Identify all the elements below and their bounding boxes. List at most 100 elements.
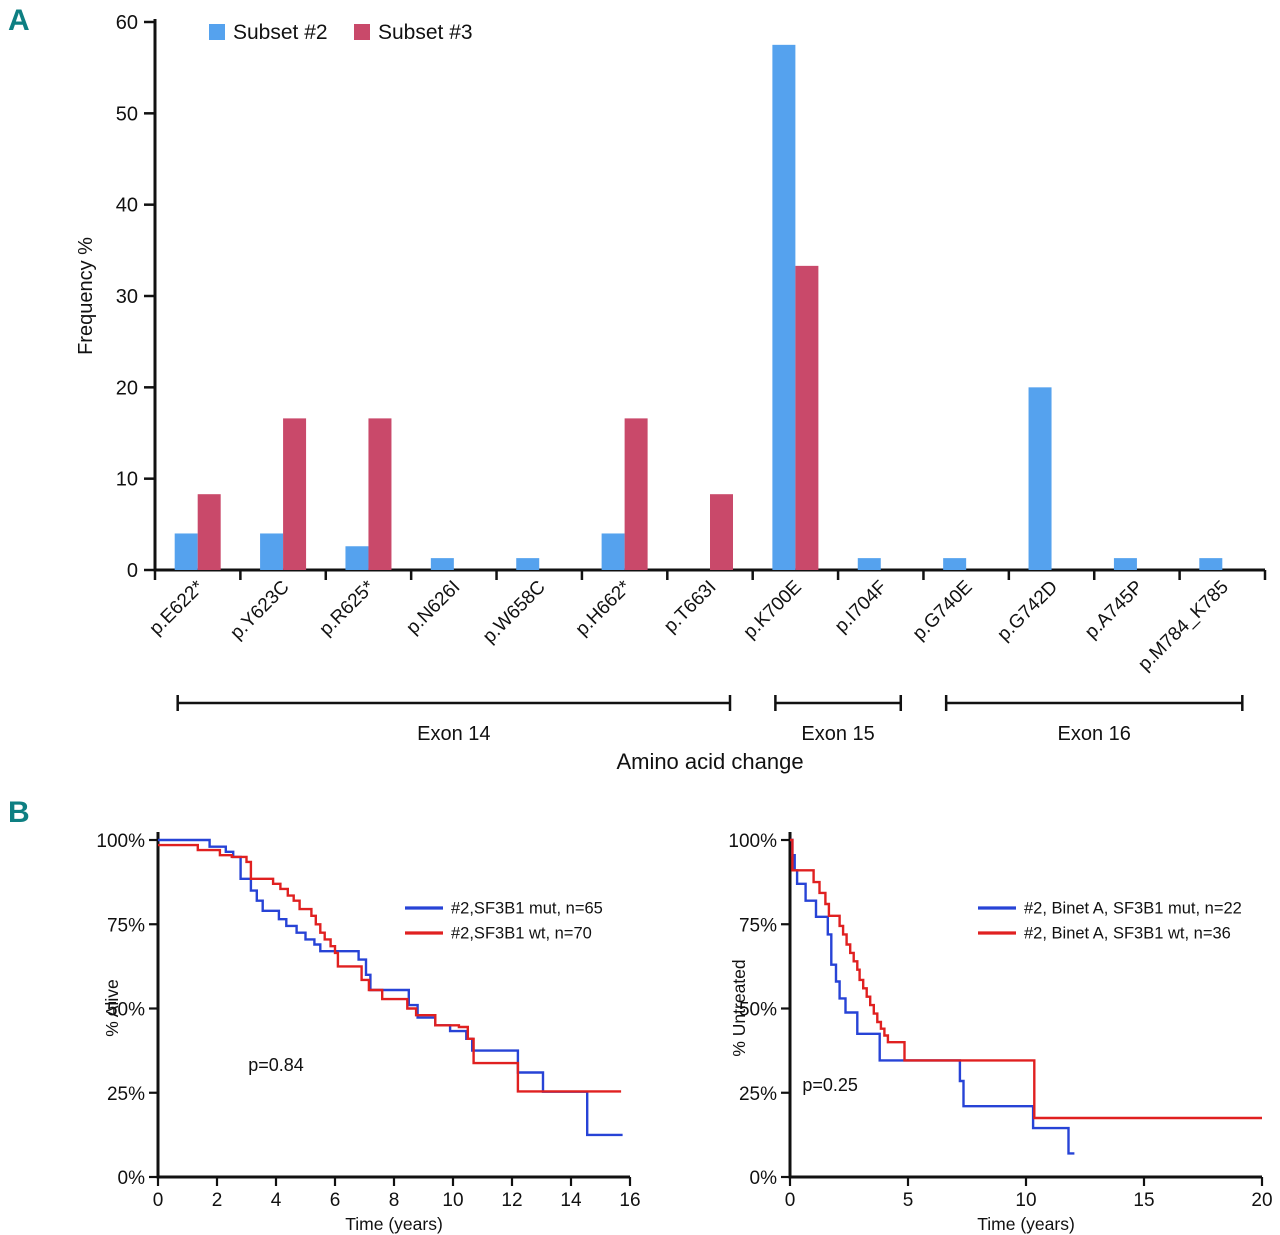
bar-subset2-p.W658C: [516, 558, 540, 570]
y-axis-title: % Alive: [102, 979, 122, 1036]
x-tick-label: 8: [389, 1190, 400, 1211]
bar-subset2-p.M784_K785: [1199, 558, 1223, 570]
panel-b-label: B: [8, 796, 30, 829]
y-tick-label: 25%: [739, 1084, 777, 1105]
x-tick-label: 12: [501, 1190, 522, 1211]
x-category-label: p.H662*: [572, 576, 636, 640]
bar-subset2-p.K700E: [772, 44, 796, 571]
time-to-treatment-km-plot: 0% 25% 50% 75% 100% 0 5 10 15 20 #2, Binet A, SF3B…: [728, 831, 1272, 1234]
exon-bracket: Exon 14: [176, 695, 732, 745]
legend-label: #2,SF3B1 wt, n=70: [451, 925, 592, 943]
legend-item: #2,SF3B1 wt, n=70: [405, 925, 592, 943]
legend-swatch: [209, 24, 225, 40]
bar-subset3-p.K700E: [795, 265, 819, 570]
legend-label: #2, Binet A, SF3B1 wt, n=36: [1024, 925, 1231, 943]
x-tick-label: 10: [1015, 1190, 1036, 1211]
legend-label: Subset #2: [233, 21, 328, 44]
y-tick-label: 50%: [107, 1000, 145, 1021]
legend-item: #2, Binet A, SF3B1 wt, n=36: [978, 925, 1231, 943]
exon-label: Exon 15: [801, 723, 874, 745]
y-tick-label: 25%: [107, 1084, 145, 1105]
x-tick-label: 4: [271, 1190, 282, 1211]
x-category-label: p.N626I: [402, 577, 464, 639]
y-tick-label: 40: [116, 195, 138, 217]
y-tick-label: 100%: [96, 831, 145, 852]
overall-survival-km-plot: 0% 25% 50% 75% 100% 0 2 4 6 8 10 12 14 16 #2,SF3B1 mut…: [96, 831, 640, 1234]
exon-bracket: Exon 15: [774, 695, 903, 745]
x-category-label: p.W658C: [479, 577, 550, 648]
x-tick-label: 14: [560, 1190, 582, 1211]
legend-label: #2,SF3B1 mut, n=65: [451, 900, 603, 918]
x-category-label: p.K700E: [740, 577, 806, 643]
p-value-annotation: p=0.84: [248, 1055, 304, 1075]
bar-subset3-p.R625*: [368, 418, 392, 570]
y-tick-label: 0: [127, 560, 138, 582]
legend-label: #2, Binet A, SF3B1 mut, n=22: [1024, 900, 1242, 918]
bar-subset2-p.G742D: [1028, 387, 1052, 570]
x-tick-label: 6: [330, 1190, 341, 1211]
p-value-annotation: p=0.25: [802, 1075, 858, 1095]
km-curve-wt: [158, 843, 622, 1093]
x-category-label: p.I704F: [831, 577, 891, 637]
bar-subset2-p.R625*: [345, 546, 369, 570]
y-tick-label: 100%: [728, 831, 777, 852]
x-axis-title: Amino acid change: [616, 749, 803, 774]
x-tick-label: 15: [1133, 1190, 1154, 1211]
survival-curves-panel: 0%25%50%75%100%0 2 4 6 8 10 12 14 16#2,SF3B1 mut…: [96, 831, 1272, 1234]
bar-subset3-p.E622*: [197, 494, 221, 570]
x-axis-title: Time (years): [977, 1214, 1075, 1234]
legend-item: Subset #2: [209, 21, 328, 44]
y-tick-label: 0%: [118, 1168, 146, 1189]
km-curve-wt: [790, 838, 1262, 1120]
legend-item: #2,SF3B1 mut, n=65: [405, 900, 603, 918]
y-tick-label: 0%: [750, 1168, 778, 1189]
bar-subset3-p.H662*: [624, 418, 648, 570]
y-axis-title: % Untreated: [729, 959, 749, 1056]
panel-a-label: A: [8, 4, 30, 37]
y-axis-title: Frequency %: [75, 237, 97, 355]
x-category-label: p.T663I: [660, 577, 720, 637]
x-category-label: p.A745P: [1081, 577, 1147, 643]
km-curve-mut: [790, 838, 1075, 1155]
y-tick-label: 50: [116, 103, 138, 125]
x-tick-label: 16: [619, 1190, 640, 1211]
bar-subset2-p.E622*: [174, 533, 198, 570]
y-tick-label: 75%: [739, 915, 777, 936]
bar-subset2-p.I704F: [857, 558, 881, 570]
x-tick-label: 0: [785, 1190, 796, 1211]
bar-subset2-p.A745P: [1113, 558, 1137, 570]
bar-subset2-p.Y623C: [260, 533, 284, 570]
y-tick-label: 10: [116, 469, 138, 491]
exon-label: Exon 14: [417, 723, 490, 745]
legend-swatch: [354, 24, 370, 40]
bar-subset2-p.G740E: [943, 558, 967, 570]
x-tick-label: 20: [1251, 1190, 1272, 1211]
exon-bracket: Exon 16: [944, 695, 1244, 745]
mutation-frequency-bar-chart: 0 10 20 30 40 50 60 p.E622* p.Y623C p.R625* p.N626…: [75, 12, 1267, 774]
y-tick-label: 50%: [739, 1000, 777, 1021]
x-axis-title: Time (years): [345, 1214, 443, 1234]
legend-item: #2, Binet A, SF3B1 mut, n=22: [978, 900, 1242, 918]
x-category-label: p.E622*: [146, 576, 209, 639]
bar-subset3-p.Y623C: [283, 418, 307, 570]
x-category-label: p.G742D: [993, 577, 1062, 646]
x-category-label: p.R625*: [316, 576, 380, 640]
y-tick-label: 75%: [107, 915, 145, 936]
y-tick-label: 20: [116, 377, 138, 399]
x-category-label: p.G740E: [909, 577, 977, 645]
legend-label: Subset #3: [378, 21, 473, 44]
bar-subset3-p.T663I: [710, 494, 733, 570]
y-tick-label: 30: [116, 286, 138, 308]
bar-subset2-p.H662*: [601, 533, 625, 570]
x-tick-label: 10: [442, 1190, 463, 1211]
x-category-label: p.M784_K785: [1134, 577, 1233, 676]
y-tick-label: 60: [116, 12, 138, 34]
exon-label: Exon 16: [1058, 723, 1131, 745]
bar-subset2-p.N626I: [430, 558, 454, 570]
legend-item: Subset #3: [354, 21, 473, 44]
x-category-label: p.Y623C: [226, 577, 293, 644]
x-tick-label: 5: [903, 1190, 914, 1211]
x-tick-label: 2: [212, 1190, 223, 1211]
x-tick-label: 0: [153, 1190, 164, 1211]
